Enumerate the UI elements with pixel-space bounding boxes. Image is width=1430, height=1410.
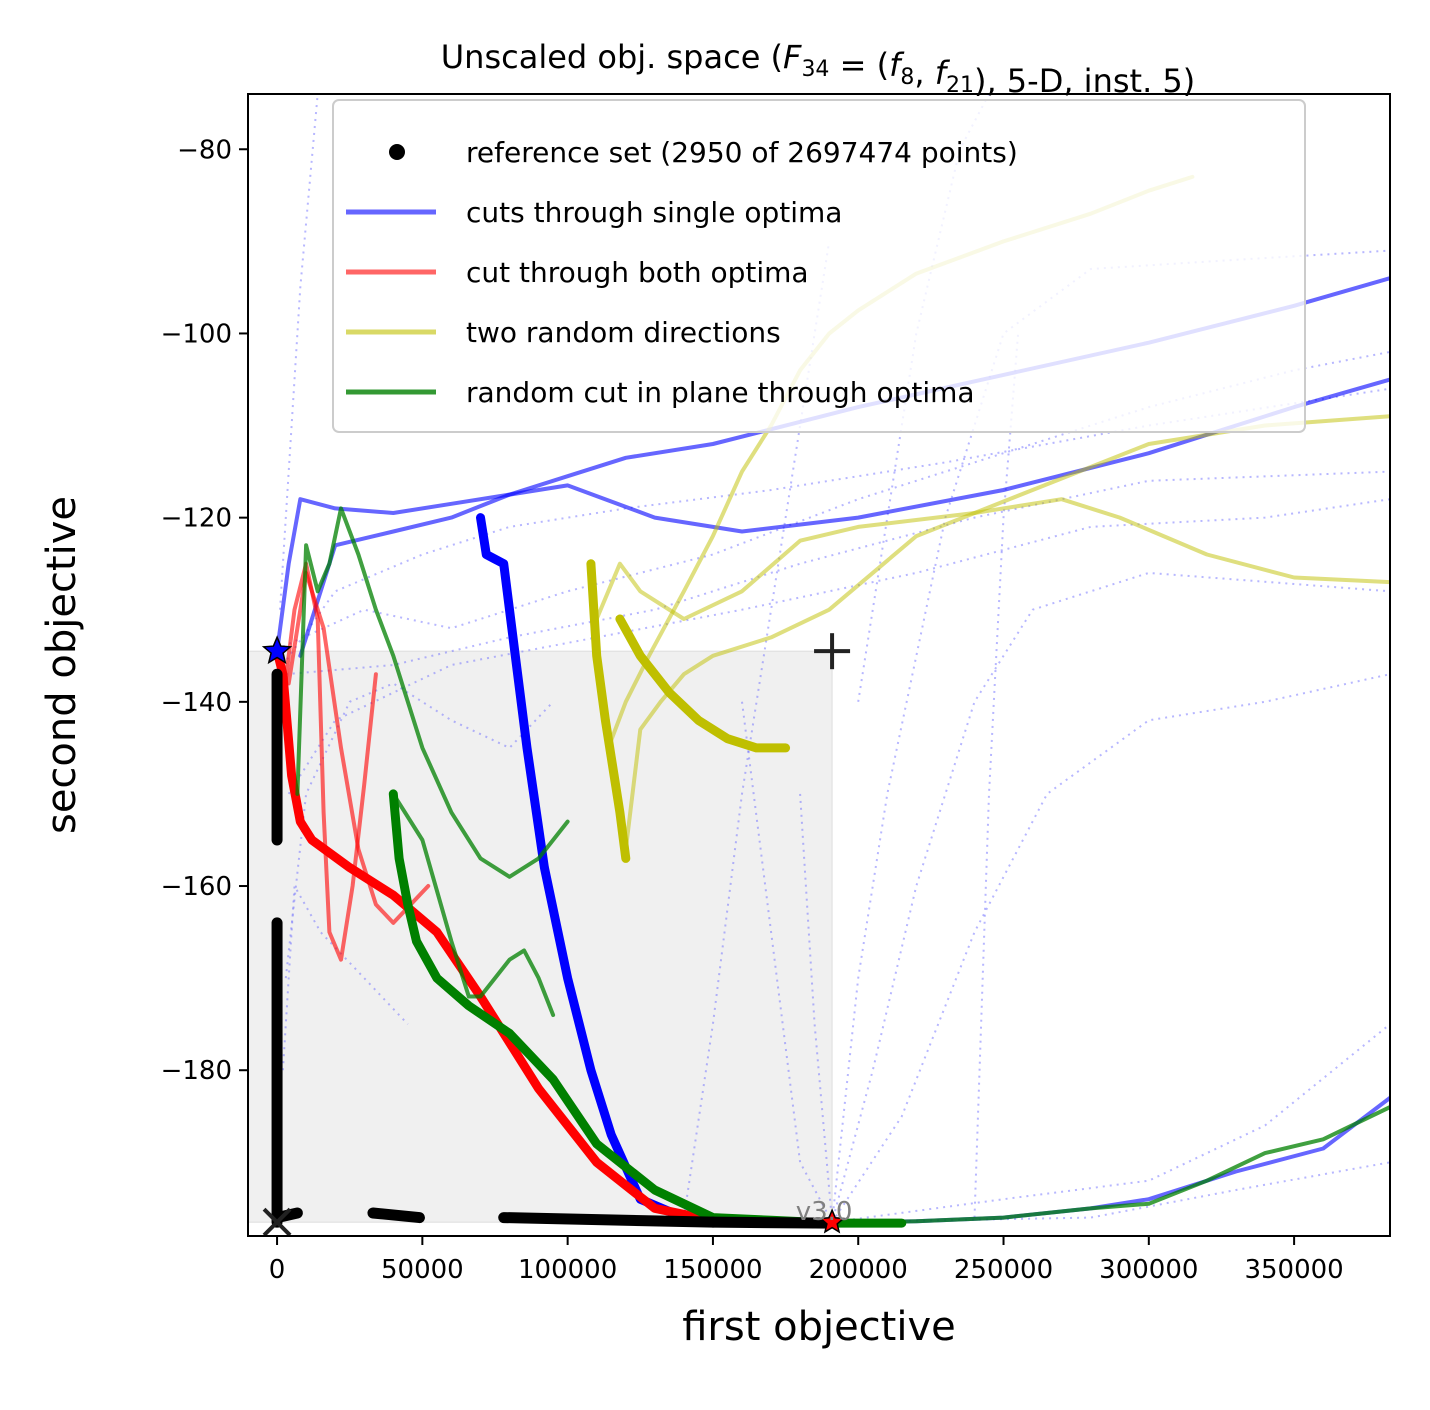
background-cut-line: [682, 241, 831, 1218]
x-axis-label: first objective: [682, 1304, 956, 1350]
series-line: [295, 506, 570, 879]
legend-box: [332, 99, 1306, 433]
background-cut-line: [832, 1161, 1390, 1224]
legend-label: random cut in plane through optima: [466, 376, 975, 409]
x-tick-label: 300000: [1099, 1255, 1198, 1285]
chart-title: Unscaled obj. space (F34 = (f8, f21), 5-…: [441, 38, 1196, 100]
nadir-point-marker: [814, 633, 851, 670]
legend-marker: [389, 144, 405, 160]
y-tick-label: −80: [177, 135, 232, 165]
axes-frame: [247, 93, 1391, 1237]
x-tick-label: 100000: [518, 1255, 617, 1285]
title-part: Unscaled obj. space (: [441, 38, 783, 76]
series-line: [615, 614, 791, 753]
axes: 0 50000 100000 150000 200000 250000 300000 3500…: [161, 93, 1391, 1285]
ideal-point-marker: [262, 1207, 292, 1236]
series-line: [830, 1095, 1390, 1225]
background-cut-line: [282, 387, 1390, 666]
background-cut-line: [279, 94, 319, 610]
title-part: ,: [914, 54, 934, 92]
version-watermark: v3.0: [796, 1197, 853, 1227]
series-line: [594, 497, 1390, 621]
y-tick-label: −100: [161, 319, 232, 349]
series-line: [275, 377, 1390, 654]
y-tick-label: −120: [161, 504, 232, 534]
title-text: Unscaled obj. space (F34 = (f8, f21), 5-…: [441, 38, 1196, 100]
series-line: [391, 791, 556, 1017]
background-cut-line: [973, 333, 1020, 1218]
legend-label: cuts through single optima: [466, 196, 842, 229]
legend: reference set (2950 of 2697474 points) cu…: [332, 99, 1306, 433]
x-tick-label: 350000: [1244, 1255, 1343, 1285]
title-part: = (: [829, 46, 889, 84]
x-tick-label: 200000: [809, 1255, 908, 1285]
dominated-region: [248, 650, 833, 1223]
legend-label: two random directions: [466, 316, 781, 349]
y-tick-label: −180: [161, 1056, 232, 1086]
background-cut-line: [741, 701, 833, 1223]
background-cut-line: [287, 498, 1390, 795]
background-cut-line: [285, 470, 1390, 676]
title-part: 8: [900, 65, 914, 90]
series-line: [280, 561, 378, 962]
reference-set-points: [498, 1212, 719, 1228]
series-line: [623, 414, 1390, 852]
optimum-1-star: [261, 635, 293, 665]
legend-label: cut through both optima: [466, 256, 809, 289]
reference-set-points: [367, 1207, 425, 1224]
x-tick-label: 50000: [381, 1255, 464, 1285]
title-part: F: [783, 38, 802, 76]
series-line: [272, 646, 837, 1228]
plot-area: v3.0: [248, 94, 1390, 1236]
background-cut-line: [831, 673, 1390, 1223]
background-cut-line: [799, 571, 1390, 1223]
x-tick-label: 250000: [954, 1255, 1053, 1285]
x-tick-label: 150000: [663, 1255, 762, 1285]
y-tick-label: −140: [161, 688, 232, 718]
x-tick-label: 0: [269, 1255, 286, 1285]
title-part: 34: [801, 57, 829, 82]
series-line: [586, 559, 631, 863]
y-axis-label: second objective: [39, 496, 85, 834]
optimum-2-star: [818, 1208, 846, 1234]
series-line: [830, 1105, 1390, 1226]
legend-label: reference set (2950 of 2697474 points): [466, 136, 1018, 169]
y-tick-label: −160: [161, 872, 232, 902]
background-cut-line: [831, 1023, 1390, 1224]
background-cut-line: [281, 882, 409, 1071]
reference-set-points: [707, 1216, 838, 1229]
background-cut-line: [282, 350, 1390, 648]
